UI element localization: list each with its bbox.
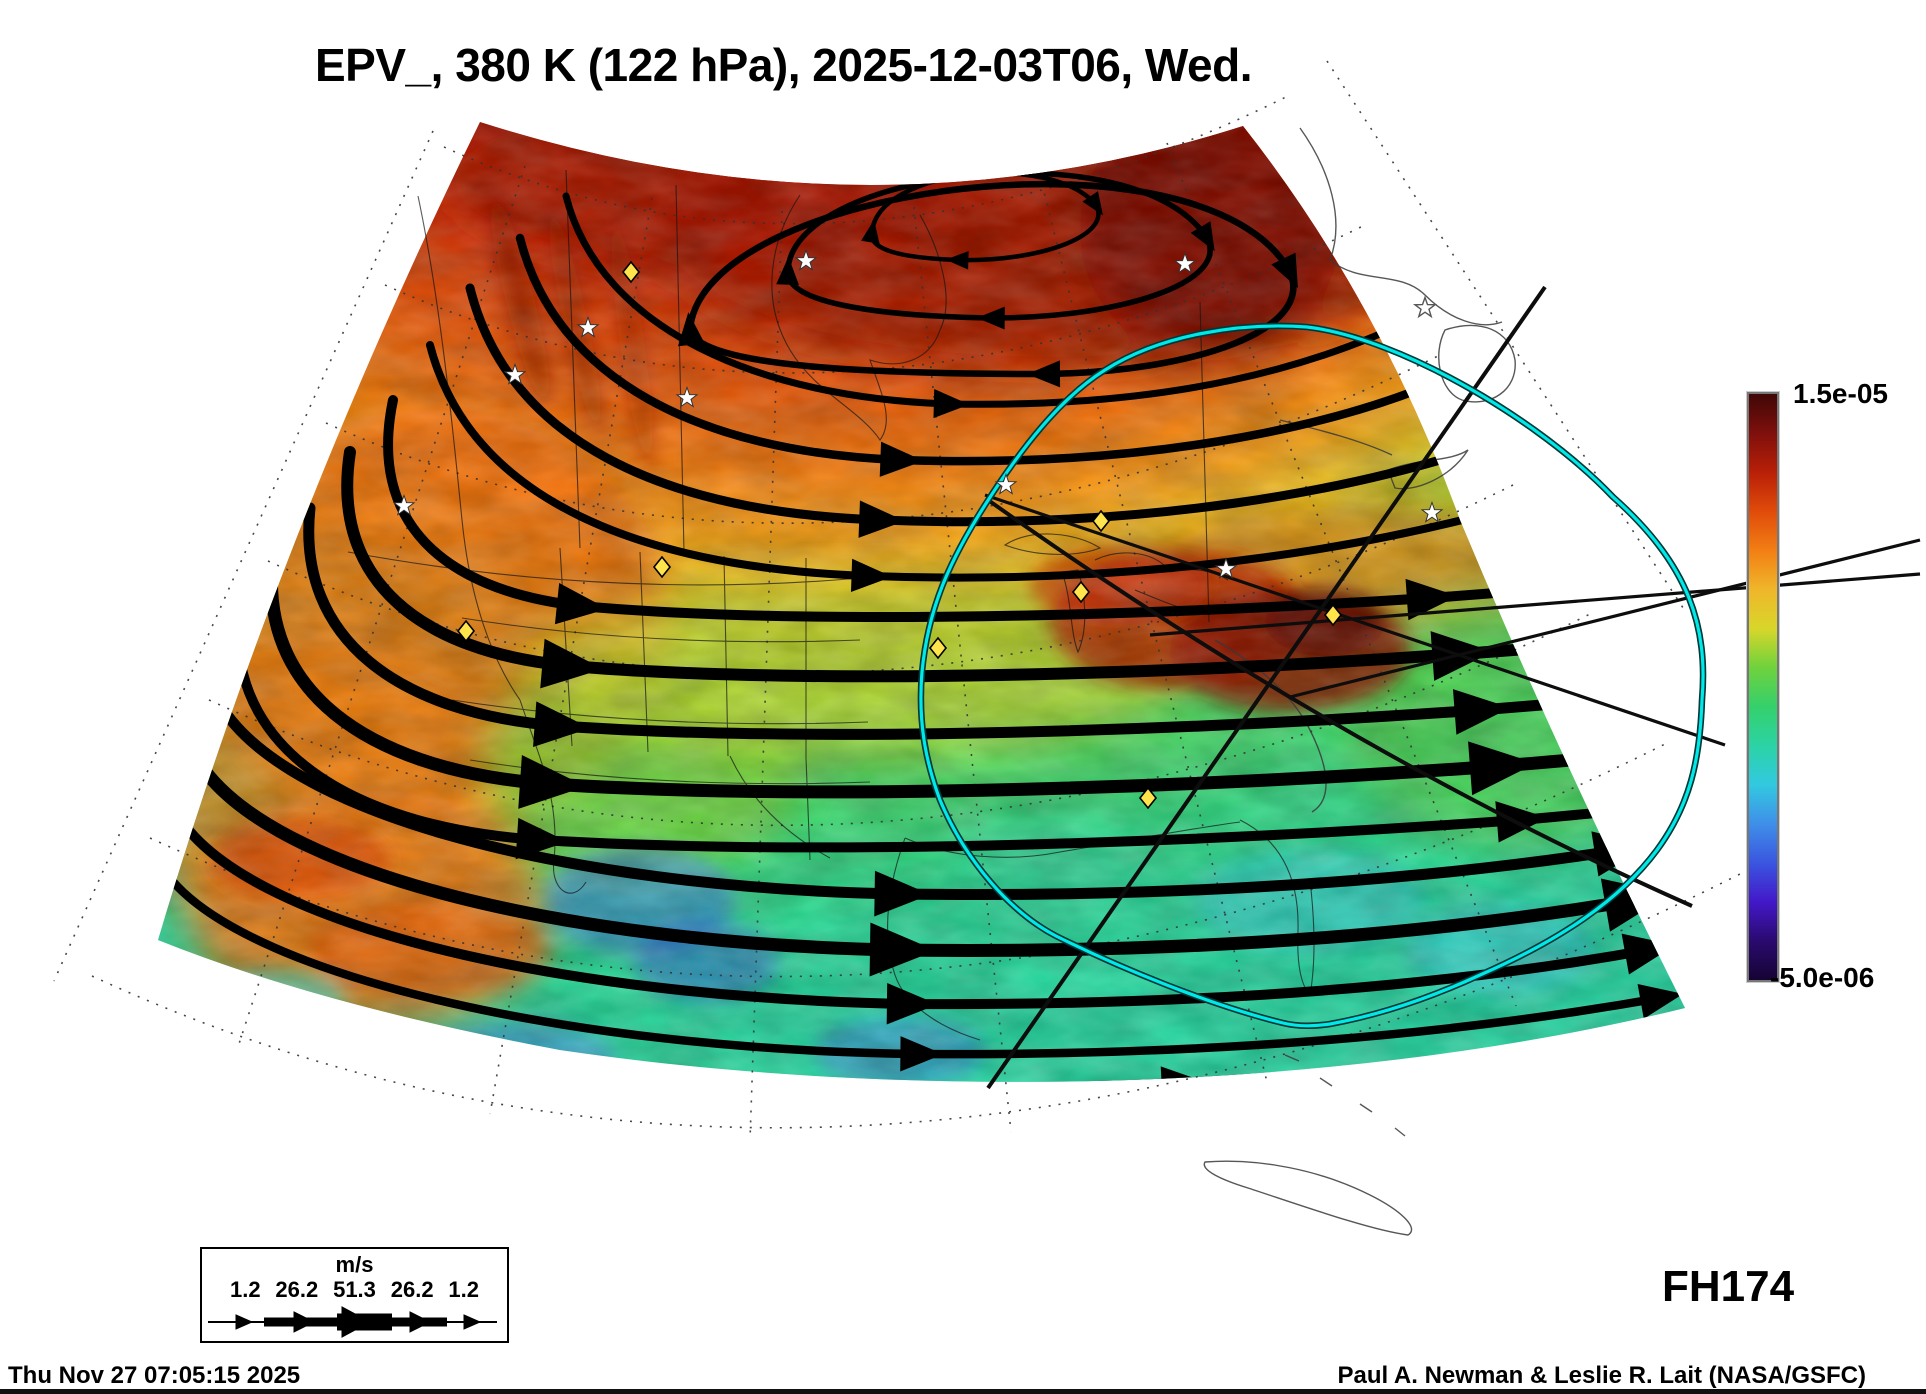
generation-timestamp: Thu Nov 27 07:05:15 2025 [8,1362,301,1389]
colorbar [1747,392,1779,982]
station-diamond-marker [621,260,641,284]
station-diamond-marker [1071,580,1091,604]
station-diamond-marker [456,619,476,643]
legend-arrow-scale [208,1306,497,1338]
station-star-marker [1173,251,1197,274]
legend-value: 1.2 [448,1277,479,1302]
station-star-marker [1214,556,1238,579]
credit-text: Paul A. Newman & Leslie R. Lait (NASA/GS… [1337,1362,1866,1389]
wind-speed-legend: m/s 1.2 26.2 51.3 26.2 1.2 [200,1247,509,1343]
station-diamond-marker [928,636,948,660]
section-lines [984,285,1921,1090]
station-star-marker [675,385,699,408]
colorbar-min-label: -5.0e-06 [1770,962,1875,993]
station-diamond-marker [1323,603,1343,627]
station-star-marker [1420,500,1444,523]
forecast-hour-label: FH174 [1662,1262,1795,1311]
legend-units-label: m/s [335,1252,374,1277]
legend-value: 1.2 [230,1277,261,1302]
legend-values: 1.2 26.2 51.3 26.2 1.2 [202,1277,507,1303]
station-diamond-marker [1091,509,1111,533]
figure-title: EPV_, 380 K (122 hPa), 2025-12-03T06, We… [315,39,1252,91]
legend-value: 26.2 [390,1277,434,1302]
station-star-marker [994,472,1018,495]
station-star-marker [503,362,527,385]
station-star-marker [794,248,818,271]
colorbar-max-label: 1.5e-05 [1793,378,1888,409]
station-diamond-marker [652,555,672,579]
bottom-edge-bar [0,1389,1926,1394]
range-circle [917,322,1707,1030]
station-star-marker [392,493,416,516]
station-diamond-marker [1138,786,1158,810]
station-open-star-marker [1412,295,1438,319]
station-star-marker [576,315,600,338]
legend-value: 51.3 [333,1277,376,1302]
station-markers [392,248,1444,810]
legend-value: 26.2 [275,1277,319,1302]
